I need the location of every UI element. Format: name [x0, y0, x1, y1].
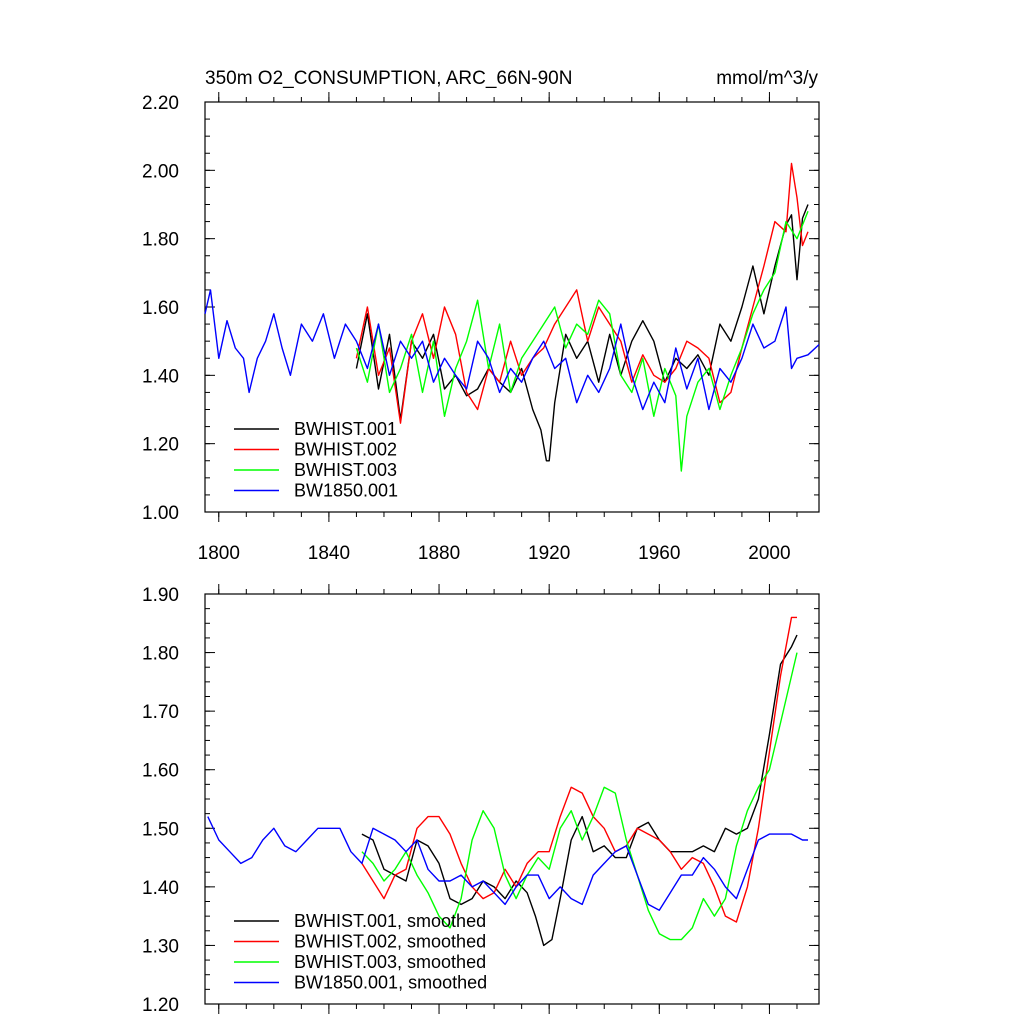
- bottom-axis-ticks: 1.20 1.30 1.40 1.50 1.60 1.70 1.80 1.90: [142, 584, 819, 1016]
- bottom-ytick-label: 1.70: [142, 702, 179, 723]
- top-series-line-3: [355, 211, 809, 472]
- top-ytick-label: 1.00: [142, 503, 179, 524]
- top-legend-label-2: BWHIST.002: [294, 440, 397, 460]
- bottom-series-line-4: [207, 816, 808, 911]
- bottom-legend-label-1: BWHIST.001, smoothed: [294, 911, 486, 931]
- bottom-ytick-label: 1.50: [142, 819, 179, 840]
- top-xtick-label: 1800: [198, 543, 240, 564]
- bottom-legend-label-2: BWHIST.002, smoothed: [294, 932, 486, 952]
- bottom-ytick-label: 1.40: [142, 878, 179, 899]
- top-panel: 350m O2_CONSUMPTION, ARC_66N-90N mmol/m^…: [142, 68, 820, 564]
- top-series-line-4: [204, 289, 820, 411]
- bottom-ytick-label: 1.60: [142, 761, 179, 782]
- bottom-panel: 1.20 1.30 1.40 1.50 1.60 1.70 1.80 1.90 BWHIST.…: [142, 584, 820, 1016]
- top-axis-ticks: 1.00 1.20 1.40 1.60 1.80 2.00 2.20 1800 1840 1880…: [142, 92, 819, 564]
- top-legend-label-3: BWHIST.003: [294, 460, 397, 480]
- top-xtick-label: 1920: [528, 543, 570, 564]
- top-legend-label-1: BWHIST.001: [294, 419, 397, 439]
- bottom-ytick-label: 1.80: [142, 644, 179, 665]
- bottom-series-line-2: [361, 616, 797, 923]
- top-ytick-label: 1.20: [142, 435, 179, 456]
- top-ytick-label: 1.60: [142, 298, 179, 319]
- top-xtick-label: 1840: [308, 543, 350, 564]
- bottom-series-line-3: [361, 652, 798, 941]
- bottom-legend-label-3: BWHIST.003, smoothed: [294, 952, 486, 972]
- top-xtick-label: 1960: [638, 543, 680, 564]
- top-ytick-label: 1.80: [142, 230, 179, 251]
- top-ytick-label: 1.40: [142, 366, 179, 387]
- top-panel-units: mmol/m^3/y: [716, 68, 818, 89]
- bottom-ytick-label: 1.30: [142, 936, 179, 957]
- bottom-legend-label-4: BW1850.001, smoothed: [294, 973, 487, 993]
- top-ytick-label: 2.00: [142, 161, 179, 182]
- bottom-series-group: [207, 616, 808, 947]
- bottom-series-line-1: [361, 634, 798, 947]
- top-series-line-1: [355, 204, 809, 462]
- top-legend-label-4: BW1850.001: [294, 481, 398, 501]
- top-panel-title: 350m O2_CONSUMPTION, ARC_66N-90N: [205, 68, 572, 89]
- top-xtick-label: 1880: [418, 543, 460, 564]
- top-ytick-label: 2.20: [142, 93, 179, 114]
- bottom-ytick-label: 1.20: [142, 995, 179, 1016]
- bottom-ytick-label: 1.90: [142, 585, 179, 606]
- top-xtick-label: 2000: [748, 543, 790, 564]
- top-series-group: [204, 162, 820, 472]
